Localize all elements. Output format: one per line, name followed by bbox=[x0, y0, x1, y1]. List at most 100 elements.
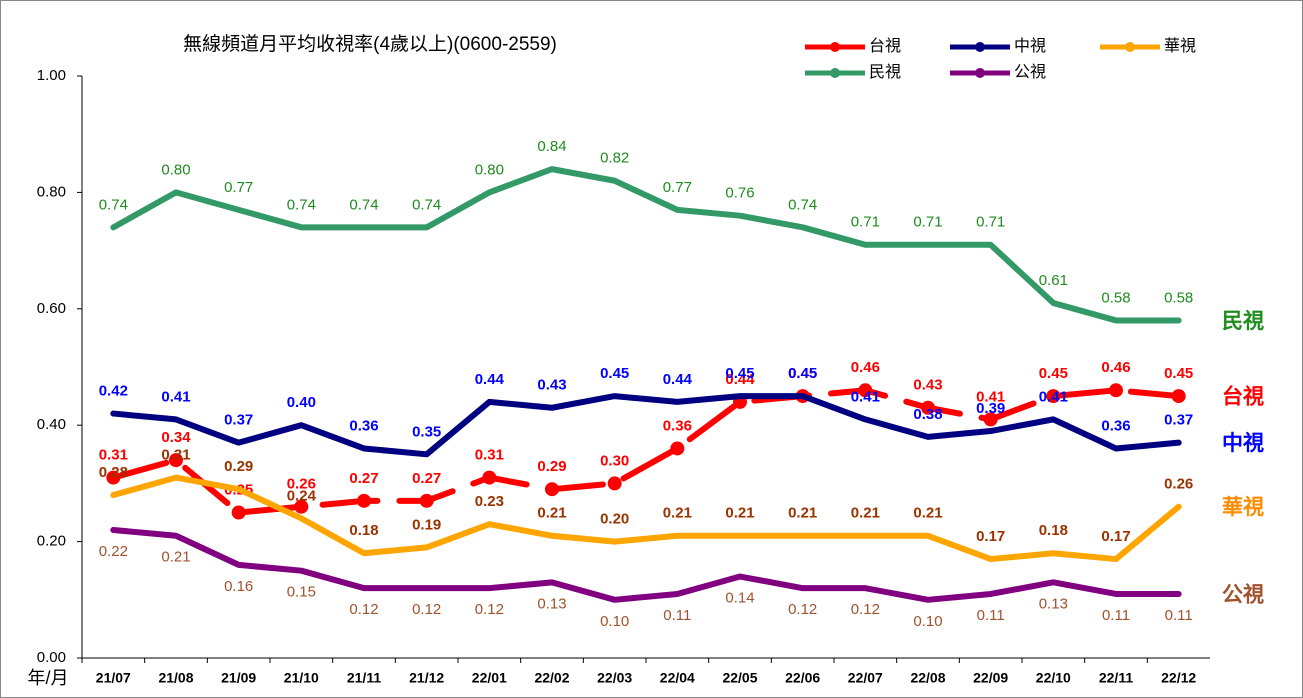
data-label: 0.42 bbox=[99, 383, 128, 400]
x-tick-label: 22/10 bbox=[1036, 670, 1071, 686]
data-label: 0.17 bbox=[1101, 528, 1130, 545]
x-tick-label: 21/07 bbox=[96, 670, 131, 686]
series-end-label: 民視 bbox=[1222, 310, 1264, 333]
legend-label: 民視 bbox=[869, 63, 901, 81]
data-label: 0.12 bbox=[851, 601, 880, 618]
data-label: 0.11 bbox=[977, 607, 1005, 624]
legend-label: 中視 bbox=[1014, 37, 1046, 55]
legend-marker bbox=[975, 68, 985, 78]
data-label: 0.44 bbox=[725, 371, 755, 388]
legend-marker bbox=[830, 42, 840, 52]
data-label: 0.20 bbox=[600, 511, 629, 528]
data-label: 0.10 bbox=[600, 613, 629, 630]
x-tick-label: 22/06 bbox=[785, 670, 820, 686]
data-label: 0.11 bbox=[663, 607, 691, 624]
data-label: 0.45 bbox=[600, 365, 629, 382]
point bbox=[983, 412, 998, 427]
y-tick-label: 1.00 bbox=[37, 67, 66, 84]
data-label: 0.44 bbox=[475, 371, 505, 388]
data-label: 0.23 bbox=[475, 493, 504, 510]
series-line bbox=[110, 526, 1182, 603]
data-label: 0.26 bbox=[1164, 476, 1193, 493]
data-label: 0.21 bbox=[725, 505, 754, 522]
data-label: 0.74 bbox=[349, 196, 378, 213]
point bbox=[1171, 389, 1186, 404]
data-label: 0.14 bbox=[725, 589, 754, 606]
x-tick-label: 22/01 bbox=[472, 670, 507, 686]
point bbox=[169, 453, 183, 468]
data-label: 0.29 bbox=[537, 458, 566, 475]
data-label: 0.84 bbox=[537, 138, 566, 155]
data-label: 0.74 bbox=[412, 196, 441, 213]
x-tick-label: 22/02 bbox=[534, 670, 569, 686]
data-label: 0.21 bbox=[161, 549, 190, 566]
point bbox=[545, 482, 559, 497]
data-label: 0.27 bbox=[349, 470, 378, 487]
data-label: 0.71 bbox=[976, 214, 1005, 231]
point bbox=[1109, 383, 1123, 398]
x-tick-label: 22/09 bbox=[973, 670, 1008, 686]
data-label: 0.28 bbox=[99, 464, 128, 481]
data-label: 0.46 bbox=[851, 359, 880, 376]
legend-label: 華視 bbox=[1164, 37, 1196, 55]
point bbox=[419, 493, 434, 508]
data-label: 0.80 bbox=[475, 161, 504, 178]
data-label: 0.74 bbox=[99, 196, 128, 213]
point bbox=[858, 383, 873, 398]
data-label: 0.71 bbox=[913, 214, 942, 231]
x-tick-label: 21/11 bbox=[347, 670, 381, 686]
data-label: 0.37 bbox=[1164, 412, 1193, 429]
x-tick-label: 21/10 bbox=[284, 670, 319, 686]
data-label: 0.38 bbox=[913, 406, 942, 423]
data-label: 0.41 bbox=[161, 388, 190, 405]
series-line bbox=[110, 387, 1182, 516]
point bbox=[1046, 389, 1061, 404]
data-label: 0.44 bbox=[663, 371, 693, 388]
data-label: 0.17 bbox=[976, 528, 1005, 545]
data-label: 0.31 bbox=[475, 447, 504, 464]
data-label: 0.21 bbox=[663, 505, 692, 522]
x-tick-label: 21/12 bbox=[409, 670, 444, 686]
data-label: 0.34 bbox=[161, 429, 191, 446]
y-tick-label: 0.40 bbox=[37, 416, 66, 433]
data-label: 0.27 bbox=[412, 470, 441, 487]
data-label: 0.11 bbox=[1102, 607, 1130, 624]
data-label: 0.16 bbox=[224, 578, 253, 595]
x-tick-label: 22/05 bbox=[722, 670, 757, 686]
point bbox=[106, 470, 121, 485]
data-label: 0.74 bbox=[788, 196, 817, 213]
data-label: 0.43 bbox=[537, 377, 566, 394]
series-end-label: 公視 bbox=[1222, 584, 1264, 607]
data-label: 0.30 bbox=[600, 452, 629, 469]
data-label: 0.18 bbox=[1039, 522, 1068, 539]
data-label: 0.36 bbox=[663, 417, 692, 434]
data-label: 0.22 bbox=[99, 543, 128, 560]
legend-marker bbox=[975, 42, 985, 52]
data-label: 0.45 bbox=[788, 365, 817, 382]
x-tick-label: 22/11 bbox=[1099, 670, 1133, 686]
data-label: 0.24 bbox=[287, 487, 317, 504]
legend-marker bbox=[830, 68, 840, 78]
data-label: 0.12 bbox=[349, 601, 378, 618]
data-label: 0.74 bbox=[287, 196, 316, 213]
data-label: 0.21 bbox=[913, 505, 942, 522]
data-label: 0.21 bbox=[851, 505, 880, 522]
data-label: 0.82 bbox=[600, 150, 629, 167]
data-label: 0.45 bbox=[788, 365, 817, 382]
data-label: 0.40 bbox=[287, 394, 316, 411]
data-label: 0.80 bbox=[161, 161, 190, 178]
data-label: 0.58 bbox=[1164, 289, 1193, 306]
data-label: 0.77 bbox=[224, 179, 253, 196]
x-tick-label: 22/07 bbox=[848, 670, 883, 686]
point bbox=[294, 499, 309, 514]
data-label: 0.37 bbox=[224, 412, 253, 429]
series-end-label: 台視 bbox=[1222, 385, 1264, 409]
series-line bbox=[110, 166, 1182, 324]
x-tick-label: 22/03 bbox=[597, 670, 632, 686]
x-tick-label: 21/08 bbox=[158, 670, 193, 686]
x-tick-label: 22/04 bbox=[660, 670, 695, 686]
data-label: 0.43 bbox=[913, 377, 942, 394]
data-label: 0.41 bbox=[976, 388, 1005, 405]
x-tick-label: 22/12 bbox=[1161, 670, 1196, 686]
